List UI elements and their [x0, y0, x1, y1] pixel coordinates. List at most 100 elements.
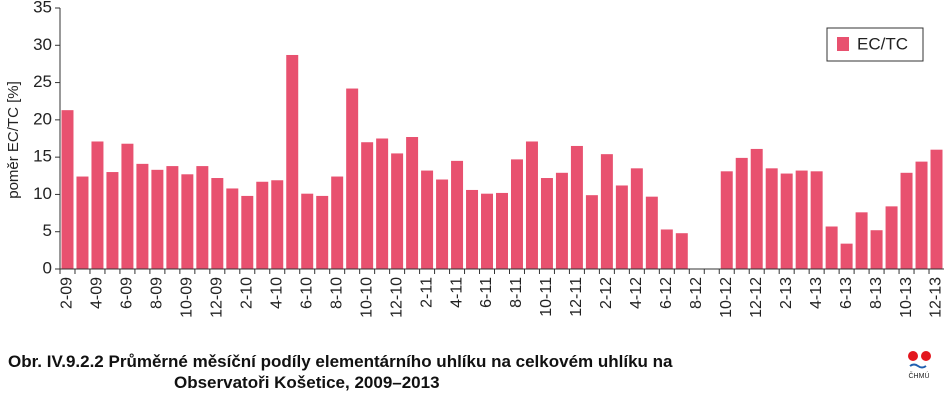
bar [540, 178, 553, 269]
bar [930, 149, 943, 269]
bar [316, 195, 329, 269]
bar [570, 145, 583, 269]
legend-swatch [837, 37, 849, 51]
bar [885, 206, 898, 269]
x-tick-label: 8-10 [328, 277, 345, 309]
bar [181, 174, 194, 269]
x-tick-label: 6-09 [119, 277, 136, 309]
logo: ČHMÚ [908, 351, 931, 380]
bar [630, 168, 643, 269]
logo-dot [908, 351, 918, 361]
bar [615, 185, 628, 269]
y-tick-label: 10 [33, 184, 52, 203]
legend-label: EC/TC [857, 34, 908, 53]
x-tick-label: 10-11 [538, 277, 555, 317]
bar [900, 172, 913, 269]
bar [840, 243, 853, 269]
y-axis-label: poměr EC/TC [%] [5, 81, 22, 199]
x-tick-label: 8-13 [868, 277, 885, 309]
bar [436, 179, 449, 269]
y-tick-label: 30 [33, 35, 52, 54]
bar [451, 160, 464, 269]
logo-wave [909, 363, 927, 369]
y-tick-label: 0 [43, 258, 52, 277]
bar [136, 163, 149, 269]
bar [376, 138, 389, 269]
bar [361, 142, 374, 269]
x-tick-label: 10-10 [358, 277, 375, 318]
x-tick-label: 12-12 [748, 277, 765, 318]
x-tick-label: 4-12 [628, 277, 645, 309]
x-tick-label: 8-11 [508, 277, 525, 308]
bar [406, 137, 419, 269]
bar [106, 172, 119, 269]
x-tick-label: 6-10 [298, 277, 315, 309]
bar [870, 230, 883, 269]
bar [660, 229, 673, 269]
bar [720, 171, 733, 269]
x-tick-label: 8-09 [149, 277, 166, 309]
bar [481, 193, 494, 269]
bar [780, 173, 793, 269]
bar [166, 166, 179, 269]
x-tick-label: 4-09 [89, 277, 106, 309]
x-tick-label: 4-11 [448, 277, 465, 308]
bar [286, 54, 299, 270]
bar [825, 226, 838, 269]
bar [795, 170, 808, 269]
bar [61, 110, 74, 269]
bar [91, 141, 104, 269]
x-tick-label: 12-11 [568, 277, 585, 317]
bar [226, 188, 239, 269]
bar [346, 88, 359, 269]
bar [421, 170, 434, 269]
x-tick-label: 2-10 [239, 277, 256, 309]
bar [466, 189, 479, 269]
bar [510, 159, 523, 269]
y-tick-label: 20 [33, 109, 52, 128]
x-tick-label: 2-13 [778, 277, 795, 309]
caption: Obr. IV.9.2.2 Průměrné měsíční podíly el… [8, 352, 673, 371]
x-tick-label: 12-13 [928, 277, 944, 318]
bar [211, 178, 224, 269]
logo-dot [921, 351, 931, 361]
x-tick-label: 2-09 [59, 277, 76, 309]
bar [121, 143, 134, 269]
bar [525, 141, 538, 269]
x-tick-label: 6-11 [478, 277, 495, 308]
x-tick-label: 10-13 [898, 277, 915, 318]
bar [600, 154, 613, 269]
bar [645, 196, 658, 269]
y-tick-label: 25 [33, 72, 52, 91]
x-tick-label: 12-10 [388, 277, 405, 318]
x-tick-label: 10-09 [179, 277, 196, 318]
bar [271, 180, 284, 269]
bar [151, 169, 164, 269]
y-tick-label: 5 [43, 221, 52, 240]
x-tick-label: 4-13 [808, 277, 825, 309]
x-tick-label: 8-12 [688, 277, 705, 309]
x-tick-label: 2-11 [418, 277, 435, 308]
x-tick-label: 6-12 [658, 277, 675, 309]
x-tick-label: 4-10 [268, 277, 285, 309]
bar [855, 212, 868, 269]
x-tick-label: 12-09 [209, 277, 226, 318]
bar [301, 193, 314, 269]
bar [241, 195, 254, 269]
caption: Observatoři Košetice, 2009–2013 [174, 373, 440, 392]
bar [196, 166, 209, 269]
x-tick-label: 6-13 [838, 277, 855, 309]
y-tick-label: 35 [33, 0, 52, 16]
bar [496, 192, 508, 269]
x-tick-label: 10-12 [718, 277, 735, 318]
bar [76, 176, 89, 269]
y-tick-label: 15 [33, 147, 52, 166]
logo-text: ČHMÚ [909, 371, 930, 380]
bar [675, 233, 688, 269]
bar [735, 157, 748, 269]
bar [256, 181, 269, 269]
bar [810, 171, 823, 269]
bar [391, 153, 404, 269]
x-tick-label: 2-12 [598, 277, 615, 309]
